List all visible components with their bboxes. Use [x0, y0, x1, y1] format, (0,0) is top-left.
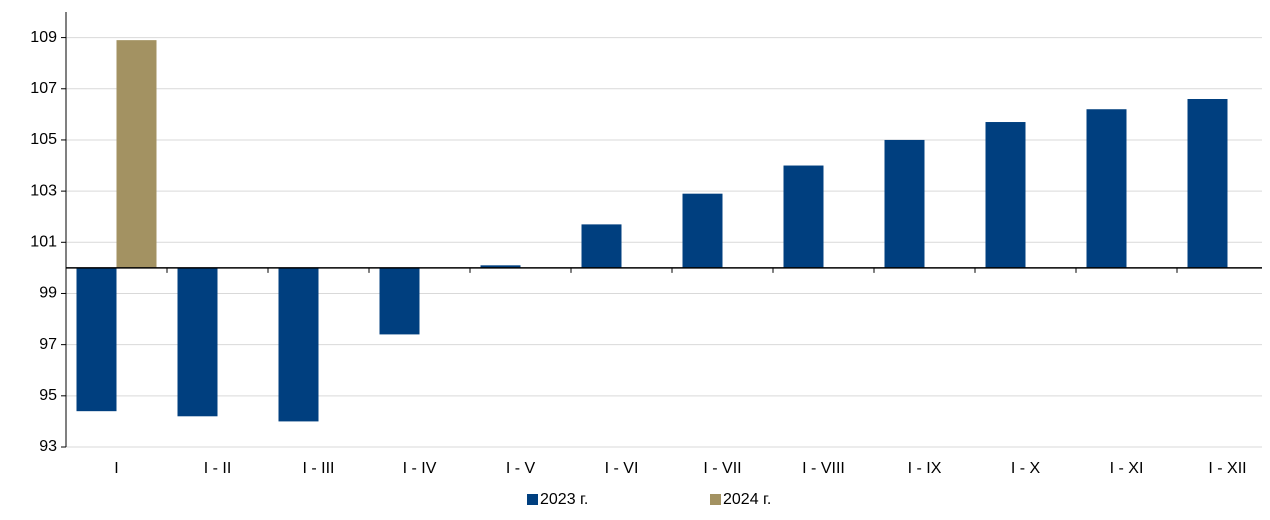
bar — [985, 122, 1026, 268]
y-tick-label: 97 — [39, 336, 57, 353]
bar — [177, 267, 218, 417]
bar — [379, 267, 420, 335]
y-tick-label: 99 — [39, 285, 57, 302]
bar — [783, 165, 824, 268]
x-tick-label: I - VI — [605, 460, 639, 477]
y-tick-label: 103 — [30, 182, 57, 199]
bar — [116, 40, 157, 268]
x-tick-label: I - XII — [1208, 460, 1246, 477]
legend-swatch — [527, 494, 538, 505]
x-tick-label: I - XI — [1110, 460, 1144, 477]
x-tick-label: I - VII — [703, 460, 741, 477]
x-tick-label: I — [114, 460, 118, 477]
x-tick-label: I - II — [204, 460, 232, 477]
x-tick-label: I - VIII — [802, 460, 845, 477]
bar — [76, 267, 117, 412]
bar — [1187, 99, 1228, 268]
bar — [682, 193, 723, 268]
legend-swatch — [710, 494, 721, 505]
y-tick-label: 95 — [39, 387, 57, 404]
bar — [1086, 109, 1127, 268]
x-tick-label: I - III — [303, 460, 335, 477]
y-tick-label: 107 — [30, 80, 57, 97]
bar — [480, 265, 521, 268]
y-tick-label: 101 — [30, 234, 57, 251]
x-tick-label: I - V — [506, 460, 536, 477]
legend-label: 2023 г. — [540, 491, 588, 508]
y-tick-label: 105 — [30, 131, 57, 148]
bar — [278, 267, 319, 422]
bar — [884, 139, 925, 268]
x-tick-label: I - X — [1011, 460, 1041, 477]
bar — [581, 224, 622, 268]
x-tick-label: I - IX — [908, 460, 942, 477]
legend-label: 2024 г. — [723, 491, 771, 508]
y-tick-label: 109 — [30, 29, 57, 46]
y-tick-label: 93 — [39, 438, 57, 455]
x-tick-label: I - IV — [403, 460, 437, 477]
